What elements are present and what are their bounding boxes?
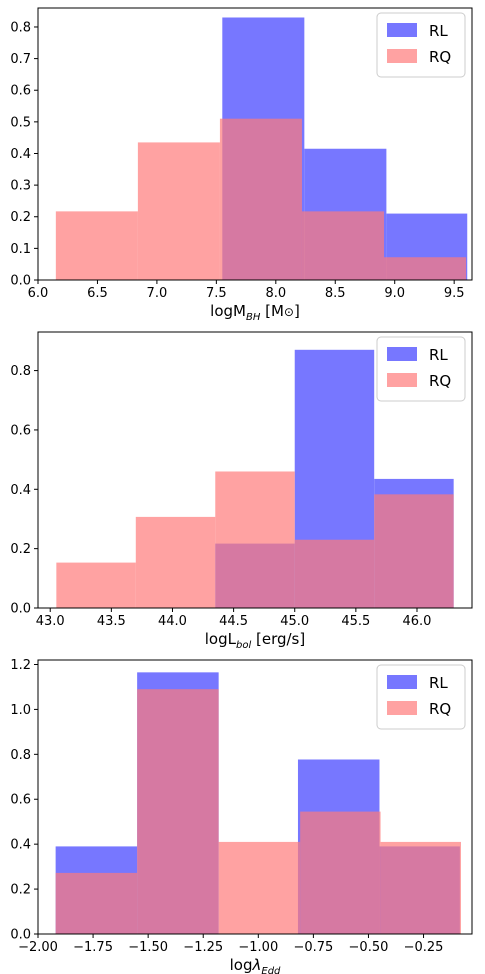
- bar-rq-1: [55, 211, 138, 280]
- y-tick-label: 0.8: [10, 20, 31, 35]
- legend-swatch-rq: [387, 373, 417, 387]
- bar-rq-4: [301, 211, 385, 280]
- y-tick-label: 0.2: [10, 542, 31, 557]
- x-tick-label: 9.5: [444, 286, 465, 301]
- axes-frame: [37, 7, 473, 281]
- legend-swatch-rq: [387, 49, 417, 63]
- legend-label-rl: RL: [429, 674, 448, 692]
- y-tick-label: 1.0: [10, 703, 31, 718]
- legend-label-rq: RQ: [429, 700, 451, 718]
- y-tick-label: 0.4: [10, 838, 31, 853]
- x-tick-label: 7.0: [147, 286, 168, 301]
- chart-panel-2: 43.0 43.5 44.0 44.5 45.0 45.5 46.0 0.0 0.2 0.4 0.6…: [10, 331, 473, 651]
- y-tick-label: 0.1: [10, 242, 31, 257]
- legend-box: [376, 336, 466, 402]
- y-tick-label: 0.6: [10, 84, 31, 99]
- x-tick-label: −0.75: [293, 940, 333, 955]
- bar-rq-4: [300, 811, 381, 934]
- bar-rq-5: [384, 257, 467, 280]
- axes-frame: [37, 659, 473, 935]
- x-tick-label: −0.50: [349, 940, 389, 955]
- x-tick-label: −0.25: [404, 940, 444, 955]
- x-axis-label: logλEdd: [230, 956, 281, 974]
- bar-rq-3: [218, 841, 301, 934]
- legend: RL RQ: [376, 664, 466, 730]
- legend-label-rl: RL: [429, 346, 448, 364]
- y-tick-label: 0.6: [10, 793, 31, 808]
- y-tick-label: 0.0: [10, 602, 31, 617]
- y-tick-label: 0.8: [10, 748, 31, 763]
- x-axis-label: logMBH [M⊙]: [210, 302, 300, 323]
- y-tick-label: 0.6: [10, 423, 31, 438]
- legend-box: [376, 12, 466, 78]
- x-tick-label: 9.0: [384, 286, 405, 301]
- bar-rq-5: [380, 841, 461, 934]
- y-tick-label: 1.2: [10, 658, 31, 673]
- legend-label-rq: RQ: [429, 372, 451, 390]
- x-tick-label: 44.5: [219, 614, 248, 629]
- bar-rq-2: [135, 516, 216, 608]
- legend-swatch-rl: [387, 675, 417, 689]
- x-tick-label: −2.00: [18, 940, 58, 955]
- x-tick-label: −1.75: [73, 940, 113, 955]
- legend: RL RQ: [376, 12, 466, 78]
- bar-rq-2: [137, 142, 220, 280]
- x-tick-label: −1.00: [238, 940, 278, 955]
- y-tick-label: 0.5: [10, 115, 31, 130]
- legend-label-rq: RQ: [429, 48, 451, 66]
- y-tick-label: 0.2: [10, 883, 31, 898]
- x-tick-label: 45.0: [280, 614, 309, 629]
- legend: RL RQ: [376, 336, 466, 402]
- bar-rq-2: [137, 689, 219, 934]
- x-tick-label: 8.5: [325, 286, 346, 301]
- x-tick-label: 43.5: [97, 614, 126, 629]
- bar-rq-1: [55, 872, 138, 934]
- bar-rq-3: [219, 118, 302, 280]
- chart-panel-3: −2.00 −1.75 −1.50 −1.25 −1.00 −0.75 −0.50 −0.25…: [10, 658, 473, 974]
- chart-panel-1: 6.0 6.5 7.0 7.5 8.0 8.5 9.0 9.5 0.0 0.1 0.2 0.3 0.4 0…: [10, 7, 473, 323]
- bar-rq-5: [374, 494, 454, 608]
- x-tick-label: −1.25: [183, 940, 223, 955]
- legend-swatch-rq: [387, 701, 417, 715]
- y-tick-label: 0.0: [10, 928, 31, 943]
- x-tick-label: 8.0: [265, 286, 286, 301]
- legend-label-rl: RL: [429, 22, 448, 40]
- x-tick-label: 6.5: [87, 286, 108, 301]
- y-tick-label: 0.4: [10, 147, 31, 162]
- x-tick-label: 7.5: [206, 286, 227, 301]
- y-tick-label: 0.2: [10, 210, 31, 225]
- legend-swatch-rl: [387, 347, 417, 361]
- bar-rq-1: [56, 562, 136, 608]
- legend-box: [376, 664, 466, 730]
- x-tick-label: −1.50: [128, 940, 168, 955]
- x-tick-label: 43.0: [36, 614, 65, 629]
- axes-frame: [37, 331, 473, 609]
- x-tick-label: 6.0: [28, 286, 49, 301]
- bar-rq-4: [294, 539, 375, 608]
- y-tick-label: 0.8: [10, 364, 31, 379]
- x-axis-label: logLbol [erg/s]: [205, 630, 305, 651]
- y-tick-label: 0.7: [10, 52, 31, 67]
- y-tick-label: 0.3: [10, 179, 31, 194]
- y-tick-label: 0.0: [10, 274, 31, 289]
- bar-rq-3: [215, 471, 295, 608]
- x-tick-label: 46.0: [403, 614, 432, 629]
- x-tick-label: 44.0: [158, 614, 187, 629]
- y-tick-label: 0.4: [10, 483, 31, 498]
- legend-swatch-rl: [387, 23, 417, 37]
- x-tick-label: 45.5: [341, 614, 370, 629]
